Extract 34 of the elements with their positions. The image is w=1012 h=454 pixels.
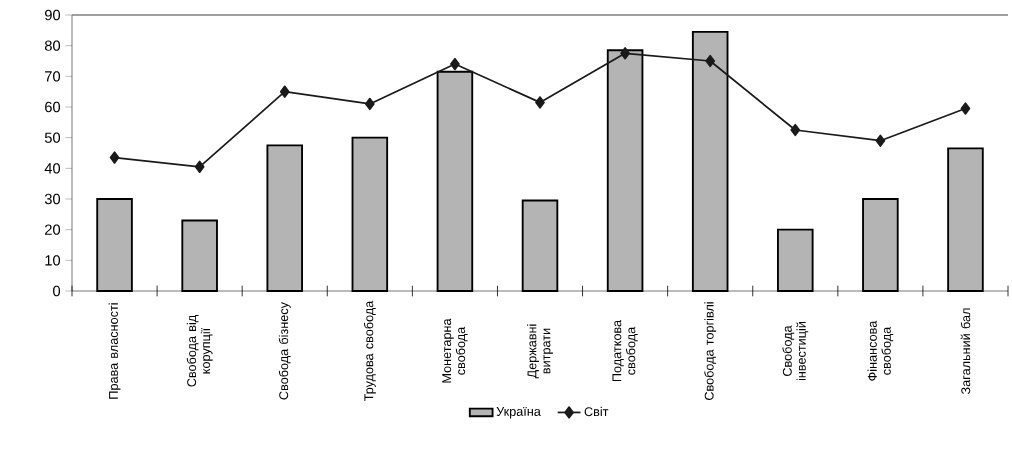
y-tick-label: 40 <box>44 163 61 174</box>
x-tick-label: Загальний бал <box>960 308 971 395</box>
x-tick-label: Трудова свобода <box>363 300 376 402</box>
y-tick-label: 70 <box>45 71 61 82</box>
x-tick-label: Свобода бізнесу <box>278 302 291 400</box>
point <box>960 102 971 115</box>
y-tick-label: 30 <box>44 193 61 205</box>
x-tick-label: Права власності <box>108 303 121 399</box>
point <box>535 96 545 109</box>
point <box>279 85 290 98</box>
x-tick-label: Фінансова свобода <box>867 320 894 381</box>
point <box>620 47 630 60</box>
legend-label: Світ <box>584 406 609 417</box>
y-tick-label: 0 <box>53 285 61 297</box>
x-tick-label: Державні витрати <box>527 324 553 379</box>
point <box>364 97 375 111</box>
x-tick-label: Свобода інвестицій <box>782 322 809 381</box>
x-tick-label: Свобода від корупції <box>186 315 213 387</box>
x-tick-label: Монетарна свобода <box>442 318 468 383</box>
x-tick-label: Податкова свобода <box>612 319 638 382</box>
point <box>109 151 120 164</box>
x-tick-label: Свобода торгівлі <box>704 302 717 401</box>
y-tick-label: 50 <box>44 132 61 143</box>
point <box>790 123 801 137</box>
y-tick-label: 90 <box>45 9 61 21</box>
y-tick-label: 80 <box>44 40 61 51</box>
legend-label: Україна <box>496 407 541 419</box>
point <box>875 134 886 147</box>
point <box>450 57 460 71</box>
y-tick-label: 20 <box>45 224 61 235</box>
point <box>705 54 716 68</box>
point <box>194 160 205 174</box>
y-tick-label: 60 <box>45 101 61 113</box>
y-tick-label: 10 <box>45 255 61 266</box>
